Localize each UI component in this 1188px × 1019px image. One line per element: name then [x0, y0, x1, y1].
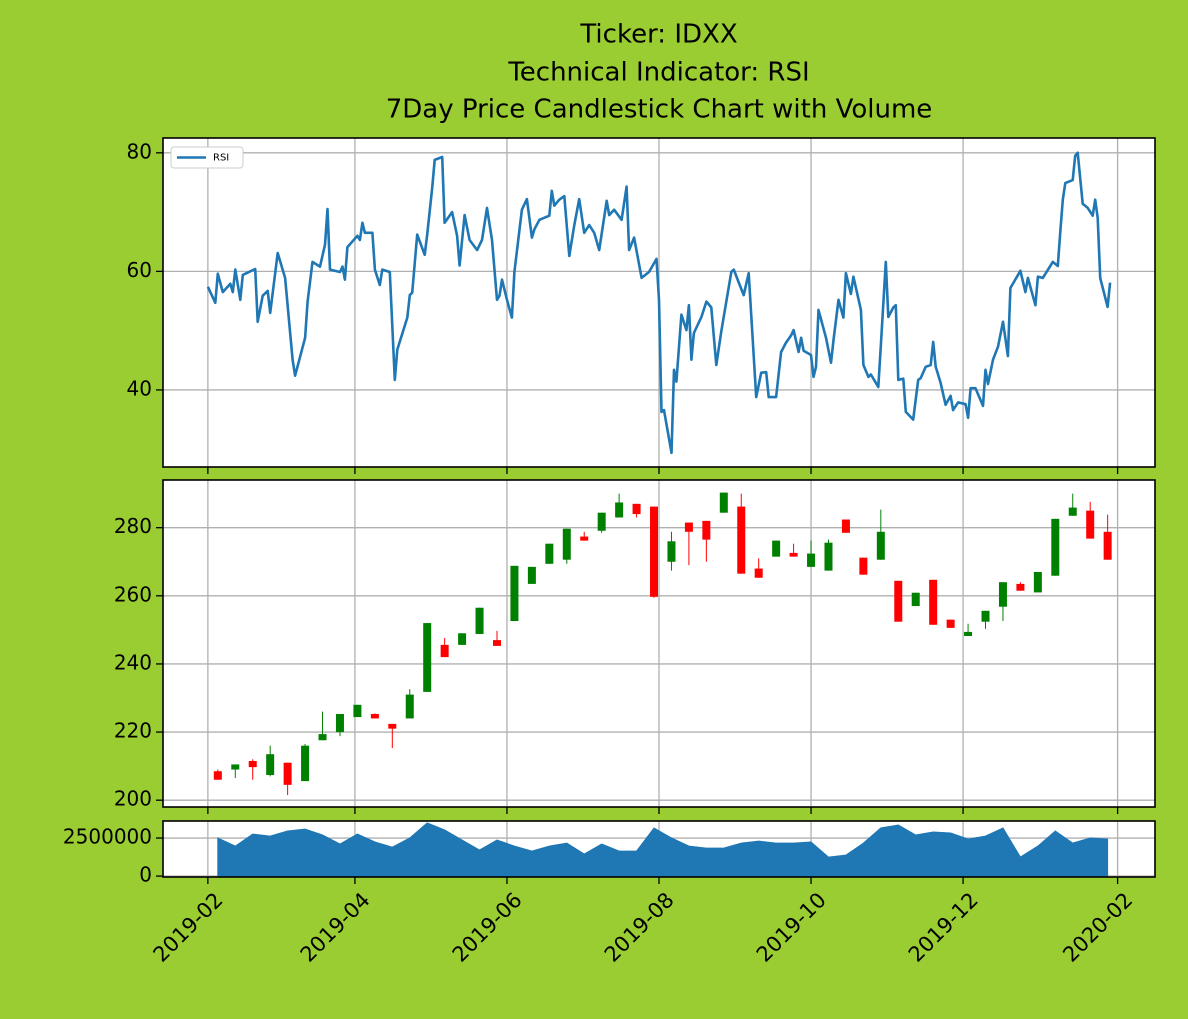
panel: 200 220 240 260 280 [114, 479, 1156, 814]
candle-body [737, 506, 746, 574]
candle-body [981, 610, 990, 622]
candle-body [894, 580, 903, 622]
candle-body [650, 506, 659, 597]
plot-frame [162, 479, 1156, 808]
candle-body [632, 503, 641, 515]
x-tick-label: 2019-10 [752, 888, 831, 967]
panel: 40 60 80 RSI [127, 137, 1156, 474]
candle-body [423, 623, 432, 692]
x-tick-label: 2019-12 [904, 888, 983, 967]
y-tick-label: 220 [114, 719, 152, 743]
candle-body [684, 522, 693, 532]
candle-body [213, 771, 222, 780]
rsi-line [206, 151, 1112, 455]
x-tick-label: 2019-04 [296, 888, 375, 967]
candle-body [702, 520, 711, 540]
candle-body [876, 531, 885, 560]
candle-body [911, 592, 920, 607]
candle-body [841, 519, 850, 533]
candle-body [998, 582, 1007, 607]
candle-body [1086, 510, 1095, 539]
candle-body [1033, 571, 1042, 593]
candle-body [301, 745, 310, 782]
candle-body [946, 619, 955, 628]
candle-body [1068, 507, 1077, 516]
candle-body [667, 541, 676, 562]
y-tick-label: 2500000 [63, 825, 152, 849]
legend-box [170, 146, 244, 169]
plot-frame [162, 137, 1156, 468]
candle-body [789, 552, 798, 557]
y-tick-label: 280 [114, 514, 152, 538]
candle-body [475, 607, 484, 634]
candle-body [492, 640, 501, 646]
x-tick-label: 2020-02 [1058, 888, 1137, 967]
candle-body [266, 754, 275, 775]
y-tick-label: 240 [114, 650, 152, 674]
x-tick-label: 2019-06 [448, 888, 527, 967]
candle-body [719, 492, 728, 513]
candle-body [248, 761, 257, 768]
y-tick-label: 0 [139, 863, 152, 887]
candle-body [405, 694, 414, 719]
candle-body [772, 540, 781, 557]
title-line: 7Day Price Candlestick Chart with Volume [386, 95, 933, 125]
candle-body [615, 502, 624, 518]
candle-body [562, 528, 571, 560]
candle-body [318, 734, 327, 741]
x-tick-label: 2019-02 [149, 888, 228, 967]
title-line: Technical Indicator: RSI [507, 58, 809, 88]
candle-body [527, 566, 536, 584]
y-tick-label: 260 [114, 582, 152, 606]
plot-frame [162, 820, 1156, 878]
candle-body [597, 512, 606, 531]
x-tick-label: 2019-08 [600, 888, 679, 967]
candle-body [859, 557, 868, 575]
candle-body [824, 542, 833, 571]
y-tick-label: 60 [127, 258, 152, 282]
candle-body [510, 565, 519, 622]
candle-body [1051, 518, 1060, 576]
candle-body [440, 644, 449, 658]
candle-body [283, 762, 292, 785]
candle-body [231, 764, 240, 770]
candle-body [1016, 583, 1025, 591]
candle-body [545, 543, 554, 564]
candle-body [964, 631, 973, 637]
candle-body [754, 568, 763, 578]
candle-body [335, 714, 344, 733]
candle-body [458, 633, 467, 645]
y-tick-label: 40 [127, 376, 152, 400]
y-tick-label: 80 [127, 139, 152, 163]
candle-body [353, 704, 362, 718]
candle-body [388, 723, 397, 729]
candle-body [807, 553, 816, 567]
candle-body [580, 536, 589, 541]
candle-body [1103, 531, 1112, 560]
panel: 2019-02 2019-04 2019-06 2019-08 2019-10 2019-… [63, 820, 1156, 967]
candle-body [370, 714, 379, 719]
title-line: Ticker: IDXX [579, 20, 737, 50]
legend-label: RSI [213, 153, 229, 164]
y-tick-label: 200 [114, 787, 152, 811]
volume-area [217, 822, 1109, 877]
candle-body [929, 579, 938, 625]
